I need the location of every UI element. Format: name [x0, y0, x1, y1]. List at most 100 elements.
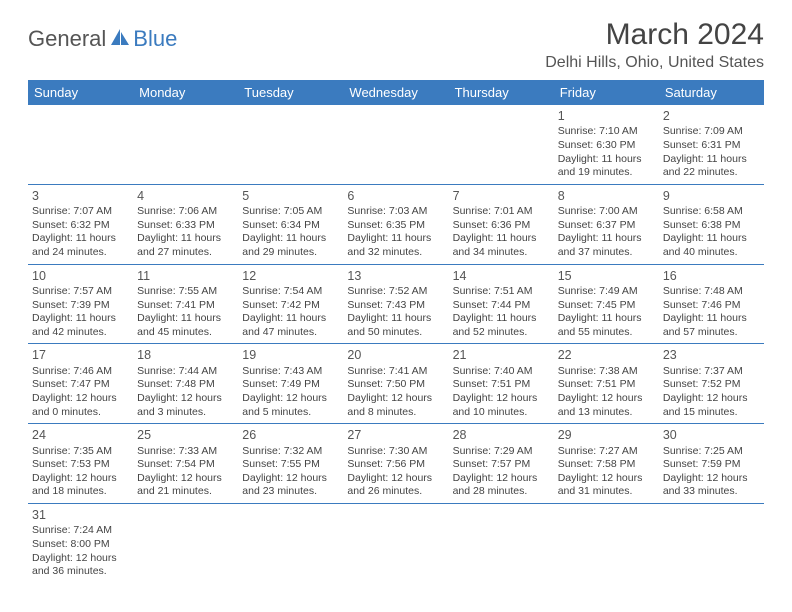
daylight-text: Daylight: 12 hours and 18 minutes.	[32, 472, 129, 499]
sunset-text: Sunset: 7:55 PM	[242, 458, 339, 472]
daylight-text: Daylight: 12 hours and 15 minutes.	[663, 392, 760, 419]
day-cell: 1Sunrise: 7:10 AMSunset: 6:30 PMDaylight…	[554, 105, 659, 184]
sunrise-text: Sunrise: 7:54 AM	[242, 285, 339, 299]
empty-cell	[133, 504, 238, 583]
sunrise-text: Sunrise: 7:33 AM	[137, 445, 234, 459]
sunset-text: Sunset: 8:00 PM	[32, 538, 129, 552]
sunset-text: Sunset: 7:49 PM	[242, 378, 339, 392]
sunset-text: Sunset: 7:46 PM	[663, 299, 760, 313]
sunset-text: Sunset: 6:37 PM	[558, 219, 655, 233]
daylight-text: Daylight: 11 hours and 19 minutes.	[558, 153, 655, 180]
day-cell: 20Sunrise: 7:41 AMSunset: 7:50 PMDayligh…	[343, 344, 448, 423]
calendar: SundayMondayTuesdayWednesdayThursdayFrid…	[28, 80, 764, 583]
daylight-text: Daylight: 11 hours and 29 minutes.	[242, 232, 339, 259]
sunrise-text: Sunrise: 7:41 AM	[347, 365, 444, 379]
empty-cell	[343, 504, 448, 583]
sunrise-text: Sunrise: 7:48 AM	[663, 285, 760, 299]
sunrise-text: Sunrise: 7:24 AM	[32, 524, 129, 538]
day-number: 3	[32, 188, 129, 204]
sunrise-text: Sunrise: 7:51 AM	[453, 285, 550, 299]
sail-icon	[109, 27, 131, 52]
empty-cell	[659, 504, 764, 583]
sunset-text: Sunset: 6:32 PM	[32, 219, 129, 233]
day-number: 15	[558, 268, 655, 284]
sunrise-text: Sunrise: 7:43 AM	[242, 365, 339, 379]
day-number: 17	[32, 347, 129, 363]
daylight-text: Daylight: 11 hours and 47 minutes.	[242, 312, 339, 339]
day-cell: 25Sunrise: 7:33 AMSunset: 7:54 PMDayligh…	[133, 424, 238, 503]
day-number: 12	[242, 268, 339, 284]
sunset-text: Sunset: 7:43 PM	[347, 299, 444, 313]
month-title: March 2024	[545, 18, 764, 52]
sunrise-text: Sunrise: 7:52 AM	[347, 285, 444, 299]
day-cell: 9Sunrise: 6:58 AMSunset: 6:38 PMDaylight…	[659, 185, 764, 264]
day-number: 26	[242, 427, 339, 443]
sunset-text: Sunset: 7:53 PM	[32, 458, 129, 472]
sunset-text: Sunset: 7:39 PM	[32, 299, 129, 313]
day-of-week-header: Wednesday	[343, 80, 448, 105]
day-cell: 21Sunrise: 7:40 AMSunset: 7:51 PMDayligh…	[449, 344, 554, 423]
daylight-text: Daylight: 12 hours and 8 minutes.	[347, 392, 444, 419]
sunrise-text: Sunrise: 6:58 AM	[663, 205, 760, 219]
day-cell: 10Sunrise: 7:57 AMSunset: 7:39 PMDayligh…	[28, 265, 133, 344]
sunset-text: Sunset: 7:58 PM	[558, 458, 655, 472]
daylight-text: Daylight: 12 hours and 21 minutes.	[137, 472, 234, 499]
day-cell: 3Sunrise: 7:07 AMSunset: 6:32 PMDaylight…	[28, 185, 133, 264]
daylight-text: Daylight: 11 hours and 22 minutes.	[663, 153, 760, 180]
sunset-text: Sunset: 6:38 PM	[663, 219, 760, 233]
day-of-week-header: Monday	[133, 80, 238, 105]
sunset-text: Sunset: 6:34 PM	[242, 219, 339, 233]
sunrise-text: Sunrise: 7:38 AM	[558, 365, 655, 379]
daylight-text: Daylight: 11 hours and 37 minutes.	[558, 232, 655, 259]
daylight-text: Daylight: 12 hours and 0 minutes.	[32, 392, 129, 419]
daylight-text: Daylight: 11 hours and 40 minutes.	[663, 232, 760, 259]
day-cell: 17Sunrise: 7:46 AMSunset: 7:47 PMDayligh…	[28, 344, 133, 423]
daylight-text: Daylight: 11 hours and 52 minutes.	[453, 312, 550, 339]
day-cell: 30Sunrise: 7:25 AMSunset: 7:59 PMDayligh…	[659, 424, 764, 503]
daylight-text: Daylight: 11 hours and 57 minutes.	[663, 312, 760, 339]
day-number: 28	[453, 427, 550, 443]
day-cell: 2Sunrise: 7:09 AMSunset: 6:31 PMDaylight…	[659, 105, 764, 184]
daylight-text: Daylight: 11 hours and 45 minutes.	[137, 312, 234, 339]
daylight-text: Daylight: 11 hours and 27 minutes.	[137, 232, 234, 259]
daylight-text: Daylight: 12 hours and 13 minutes.	[558, 392, 655, 419]
daylight-text: Daylight: 12 hours and 26 minutes.	[347, 472, 444, 499]
day-cell: 12Sunrise: 7:54 AMSunset: 7:42 PMDayligh…	[238, 265, 343, 344]
sunrise-text: Sunrise: 7:03 AM	[347, 205, 444, 219]
days-of-week-row: SundayMondayTuesdayWednesdayThursdayFrid…	[28, 80, 764, 105]
day-number: 6	[347, 188, 444, 204]
sunrise-text: Sunrise: 7:55 AM	[137, 285, 234, 299]
day-cell: 29Sunrise: 7:27 AMSunset: 7:58 PMDayligh…	[554, 424, 659, 503]
day-number: 4	[137, 188, 234, 204]
week-row: 10Sunrise: 7:57 AMSunset: 7:39 PMDayligh…	[28, 265, 764, 345]
daylight-text: Daylight: 11 hours and 50 minutes.	[347, 312, 444, 339]
empty-cell	[238, 105, 343, 184]
day-cell: 27Sunrise: 7:30 AMSunset: 7:56 PMDayligh…	[343, 424, 448, 503]
week-row: 31Sunrise: 7:24 AMSunset: 8:00 PMDayligh…	[28, 504, 764, 583]
day-cell: 22Sunrise: 7:38 AMSunset: 7:51 PMDayligh…	[554, 344, 659, 423]
day-cell: 8Sunrise: 7:00 AMSunset: 6:37 PMDaylight…	[554, 185, 659, 264]
sunset-text: Sunset: 7:59 PM	[663, 458, 760, 472]
daylight-text: Daylight: 11 hours and 34 minutes.	[453, 232, 550, 259]
sunset-text: Sunset: 7:54 PM	[137, 458, 234, 472]
sunrise-text: Sunrise: 7:49 AM	[558, 285, 655, 299]
day-cell: 15Sunrise: 7:49 AMSunset: 7:45 PMDayligh…	[554, 265, 659, 344]
day-number: 16	[663, 268, 760, 284]
daylight-text: Daylight: 12 hours and 5 minutes.	[242, 392, 339, 419]
sunrise-text: Sunrise: 7:29 AM	[453, 445, 550, 459]
day-number: 20	[347, 347, 444, 363]
day-number: 27	[347, 427, 444, 443]
daylight-text: Daylight: 11 hours and 24 minutes.	[32, 232, 129, 259]
weeks-container: 1Sunrise: 7:10 AMSunset: 6:30 PMDaylight…	[28, 105, 764, 583]
logo-text-blue: Blue	[133, 26, 177, 52]
daylight-text: Daylight: 12 hours and 10 minutes.	[453, 392, 550, 419]
daylight-text: Daylight: 12 hours and 36 minutes.	[32, 552, 129, 579]
day-of-week-header: Saturday	[659, 80, 764, 105]
day-number: 13	[347, 268, 444, 284]
empty-cell	[449, 105, 554, 184]
day-number: 8	[558, 188, 655, 204]
empty-cell	[133, 105, 238, 184]
day-number: 18	[137, 347, 234, 363]
day-number: 23	[663, 347, 760, 363]
sunrise-text: Sunrise: 7:01 AM	[453, 205, 550, 219]
